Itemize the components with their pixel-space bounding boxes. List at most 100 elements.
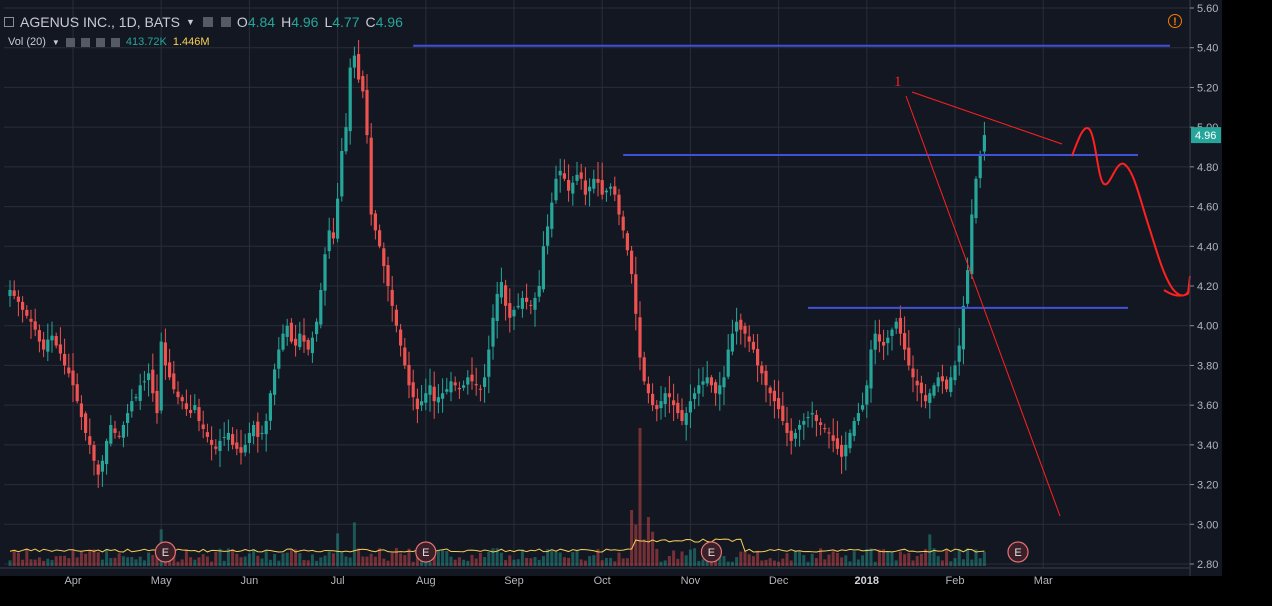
volume-bar [399,553,403,566]
candle-body [516,305,520,308]
price-axis-label: 3.40 [1197,440,1218,452]
candle-body [462,385,466,388]
candle-body [235,442,239,449]
alert-icon[interactable]: ! [1168,14,1182,28]
volume-bar [306,560,310,566]
volume-bar [142,560,146,566]
last-price-label: 4.96 [1195,130,1216,142]
volume-bar [441,550,445,566]
last-price-tag [1191,127,1221,144]
volume-bar [861,555,865,566]
volume-bar [844,555,848,566]
volume-bar [676,558,680,566]
settings-icon[interactable] [202,17,213,27]
volume-bar [525,557,529,566]
candle-body [243,444,247,453]
earnings-marker-circle [415,541,437,563]
volume-bar [961,559,965,566]
volume-bar [25,548,29,566]
close-icon[interactable] [110,37,120,47]
volume-bar [667,555,671,566]
volume-bar [121,556,125,566]
square-icon[interactable] [4,17,14,27]
candle-body [621,216,625,231]
volume-bar [508,555,512,566]
candle-body [630,250,634,275]
volume-bar [33,559,37,566]
candle-body [693,393,697,400]
candle-body [88,436,92,445]
candle-body [974,178,978,218]
volume-bar [285,552,289,566]
time-axis-label: Mar [1034,575,1053,587]
candle-body [37,330,41,342]
volume-bar [8,560,12,566]
eye-icon[interactable] [65,37,75,47]
candle-body [663,393,667,405]
candle-body [33,321,37,330]
time-axis-label: Aug [416,575,436,587]
volume-bar [445,550,449,566]
format-icon[interactable] [220,17,231,27]
candle-body [802,421,806,425]
price-axis-label: 3.20 [1197,480,1218,492]
candle-body [168,362,172,378]
candle-body [294,338,298,346]
volume-bar [403,555,407,566]
volume-bar [88,549,92,566]
volume-bar [113,557,117,566]
volume-bar [772,560,776,566]
candle-body [575,174,579,181]
volume-bar [504,560,508,566]
axes: 5.605.405.205.004.804.604.404.204.003.80… [0,0,1221,587]
candle-body [756,348,760,366]
candle-body [533,297,537,310]
volume-bar [151,555,155,566]
volume-bar [604,557,608,566]
chevron-down-icon[interactable]: ▼ [51,37,60,47]
candle-body [382,248,386,267]
candle-body [688,401,692,413]
volume-bar [516,559,520,566]
volume-bar [651,531,655,566]
candle-body [117,435,121,437]
candle-body [743,326,747,334]
volume-bar [798,551,802,566]
symbol-label[interactable]: AGENUS INC., 1D, BATS [20,14,180,30]
volume-indicator-label[interactable]: Vol (20) [8,36,46,48]
volume-bar [936,556,940,566]
candle-body [571,182,575,194]
settings-icon[interactable] [80,37,90,47]
chevron-down-icon[interactable]: ▼ [186,17,195,27]
candle-body [785,422,789,433]
candle-body [176,391,180,398]
price-axis-label: 5.60 [1197,3,1218,15]
volume-indicator-header: Vol (20) ▼ 413.72K 1.446M [8,36,210,48]
price-axis-label: 4.80 [1197,162,1218,174]
candle-body [126,413,130,423]
volume-bars [8,428,986,566]
volume-bar [596,548,600,566]
candle-body [449,381,453,393]
candle-body [625,233,629,251]
candle-body [705,377,709,384]
candle-body [554,178,558,201]
candle-body [226,432,230,440]
candle-body [163,342,167,366]
volume-bar [71,549,75,566]
candle-body [869,349,873,389]
candle-body [588,186,592,192]
candle-body [281,333,285,350]
plus-icon[interactable] [95,37,105,47]
volume-bar [411,561,415,566]
drawings[interactable]: 1 [413,44,1191,517]
candle-body [323,254,327,291]
volume-bar [470,554,474,566]
volume-bar [344,556,348,566]
earnings-marker-label: E [1014,547,1021,559]
earnings-marker: E [1007,541,1029,563]
volume-bar [264,550,268,566]
candle-body [894,321,898,329]
